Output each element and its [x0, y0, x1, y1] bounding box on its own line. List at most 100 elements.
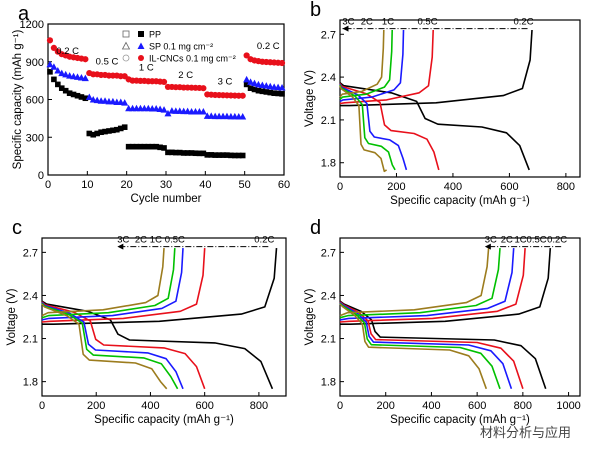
data-point-triangle [62, 70, 70, 78]
discharge-curve-2C [339, 302, 501, 390]
y-tick-label: 2.4 [321, 290, 336, 302]
data-point-triangle [54, 67, 62, 74]
data-point-triangle [278, 84, 286, 91]
data-point-triangle [239, 112, 247, 120]
data-point-circle [200, 85, 207, 92]
rate-annotation: 0.5C [527, 234, 547, 245]
series-2 [46, 37, 286, 99]
charge-curve-3C [41, 248, 165, 317]
data-point-square [114, 126, 120, 133]
data-point-triangle [251, 79, 258, 87]
y-tick-label: 1.8 [321, 377, 336, 389]
legend-marker [138, 55, 144, 61]
x-tick-label: 400 [141, 400, 159, 412]
data-point-square [271, 90, 277, 97]
data-point-square [137, 143, 144, 150]
panel-b: 0 200 400 600 800 1.8 2.1 2.4 2.7 Specific capaci… [304, 0, 581, 207]
rate-arrow-head [342, 25, 349, 32]
legend-marker [137, 42, 145, 49]
data-point-square [204, 152, 211, 158]
y-tick-label: 900 [26, 57, 44, 69]
data-point-square [117, 125, 124, 132]
data-point-triangle [46, 60, 54, 68]
data-point-triangle [58, 69, 66, 77]
data-point-square [216, 152, 222, 158]
charge-curve-3C [339, 29, 385, 98]
data-point-square [106, 128, 112, 134]
data-point-square [192, 150, 199, 157]
data-point-square [121, 124, 128, 130]
legend-label: PP [149, 30, 161, 40]
legend-label: SP 0.1 mg cm⁻² [149, 42, 213, 52]
discharge-curve-0.5C [339, 83, 440, 171]
data-point-square [275, 90, 281, 97]
data-point-square [129, 143, 136, 150]
panel-letter: a [18, 3, 30, 25]
data-point-square [110, 127, 116, 134]
data-point-square [70, 91, 77, 98]
x-tick-label: 0 [39, 400, 45, 412]
y-tick-label: 0 [38, 170, 44, 182]
legend-open-square [122, 30, 130, 38]
data-point-square [161, 145, 167, 151]
data-point-circle [82, 56, 89, 63]
data-point-square [94, 130, 100, 137]
panel-letter: d [310, 217, 321, 239]
x-tick-label: 800 [250, 400, 268, 412]
data-point-square [224, 152, 230, 158]
x-tick-label: 10 [81, 179, 93, 191]
data-point-circle [50, 44, 58, 52]
charge-curve-0.5C [339, 248, 526, 323]
x-tick-label: 600 [468, 400, 486, 412]
charge-curve-0.2C [340, 29, 533, 107]
data-point-square [255, 87, 262, 94]
data-point-square [145, 143, 152, 150]
charge-curve-0.5C [41, 248, 206, 323]
discharge-curve-1C [339, 301, 513, 390]
y-tick-label: 1200 [20, 19, 44, 31]
rate-label: 3 C [218, 76, 233, 87]
discharge-curve-3C [41, 303, 168, 390]
y-tick-label: 2.7 [23, 247, 38, 259]
x-tick-label: 200 [87, 400, 105, 412]
data-point-square [200, 150, 207, 157]
discharge-curve-3C [339, 303, 488, 390]
rate-annotation: 2C [501, 234, 513, 245]
data-point-square [208, 152, 215, 158]
discharge-curve-2C [41, 302, 179, 390]
x-tick-label: 400 [444, 181, 462, 193]
data-point-square [157, 144, 163, 151]
legend-marker [138, 31, 144, 37]
data-point-triangle [247, 78, 255, 85]
discharge-curve-0.2C [339, 300, 547, 390]
panel-d: 0 200 400 600 800 1000 1.8 2.1 2.4 2.7 Specific ca… [304, 217, 581, 426]
y-axis-label: Specific capacity (mAh g⁻¹) [12, 30, 24, 170]
x-tick-label: 600 [500, 181, 518, 193]
panel-c: 0 200 400 600 800 1.8 2.1 2.4 2.7 Specific capaci… [6, 217, 287, 426]
x-axis-label: Specific capacity (mAh g⁻¹) [390, 414, 530, 426]
rate-arrow-head [484, 243, 491, 250]
data-point-square [239, 152, 246, 159]
data-point-triangle [243, 75, 251, 83]
data-point-square [184, 150, 191, 156]
x-tick-label: 600 [195, 400, 213, 412]
data-point-square [125, 143, 132, 150]
data-point-square [212, 152, 218, 158]
rate-annotation: 0.2C [254, 234, 274, 245]
rate-annotation: 0.2C [513, 16, 533, 27]
series-1 [46, 60, 286, 120]
data-point-square [232, 152, 238, 159]
data-point-square [74, 92, 81, 99]
y-tick-label: 2.7 [321, 29, 336, 41]
rate-annotation: 1C [514, 234, 526, 245]
data-point-square [279, 91, 285, 97]
rate-label: 0.2 C [257, 41, 280, 52]
x-axis-label: Specific capacity (mAh g⁻¹) [390, 195, 530, 207]
y-tick-label: 2.1 [321, 334, 336, 346]
data-point-square [51, 76, 57, 83]
charge-curve-0.2C [42, 248, 278, 325]
y-tick-label: 2.1 [23, 334, 38, 346]
discharge-curve-1C [339, 83, 408, 171]
x-tick-label: 800 [557, 181, 575, 193]
discharge-curve-2C [339, 84, 396, 171]
